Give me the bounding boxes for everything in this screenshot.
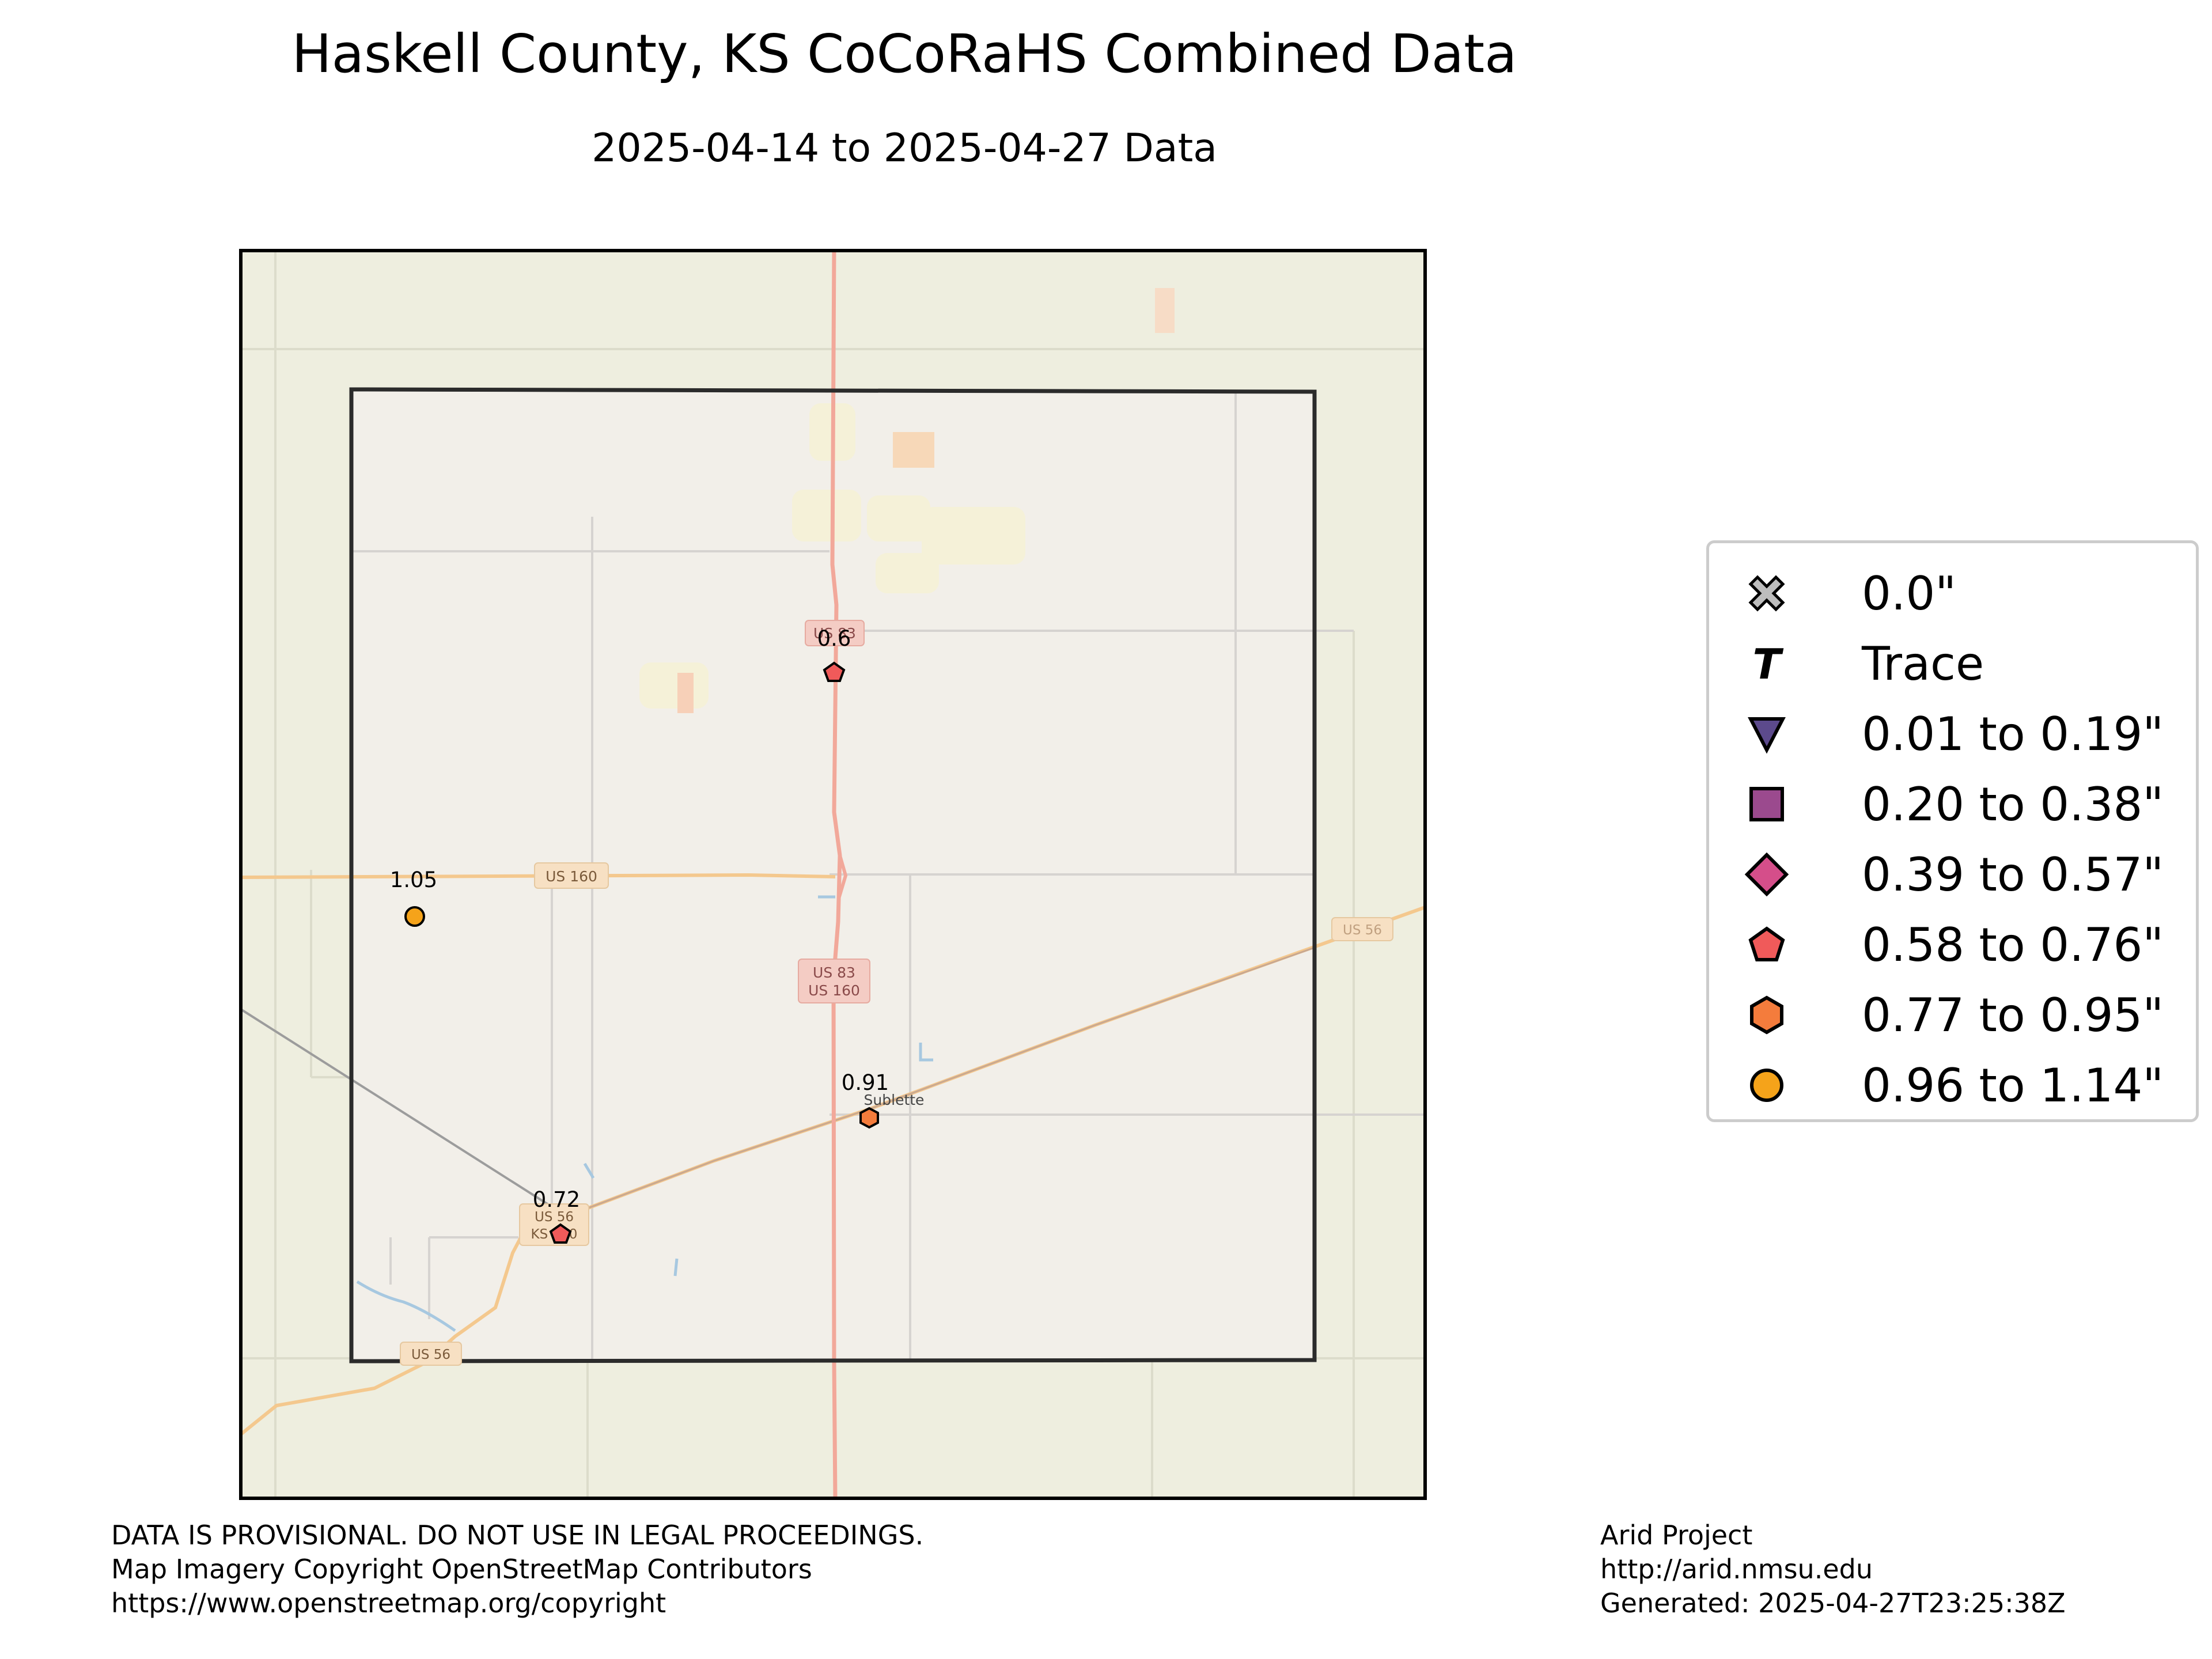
urban-patch	[1155, 288, 1175, 333]
urban-patch	[893, 432, 934, 468]
station-marker-0	[823, 661, 846, 682]
legend-label: 0.0"	[1862, 567, 1957, 620]
legend: 0.0" T Trace 0.01 to 0.19" 0.20 to 0.38"…	[1706, 540, 2199, 1122]
legend-label: 0.39 to 0.57"	[1862, 848, 2164, 902]
water-features	[356, 895, 933, 1332]
station-marker-2	[859, 1107, 879, 1129]
town-label-sublette: Sublette	[864, 1092, 925, 1108]
shield-us83-north: US 83	[805, 620, 865, 646]
legend-item-trace: T Trace	[1709, 628, 2196, 699]
station-marker-1	[404, 906, 425, 927]
station-value-label: 0.91	[842, 1070, 889, 1095]
urban-patch	[677, 673, 694, 713]
footer-line: Arid Project	[1600, 1520, 1753, 1551]
svg-text:US 56: US 56	[411, 1347, 450, 1362]
svg-text:US 160: US 160	[808, 982, 860, 999]
legend-label: Trace	[1862, 637, 1984, 691]
shield-us160-west: US 160	[534, 862, 609, 889]
railroad-line	[240, 1008, 553, 1208]
t-icon: T	[1752, 641, 1783, 687]
square-icon	[1749, 787, 1784, 821]
diamond-icon	[1744, 852, 1789, 897]
footer-line: Map Imagery Copyright OpenStreetMap Cont…	[111, 1554, 812, 1585]
svg-text:US 83: US 83	[813, 625, 856, 642]
footer-disclaimer: DATA IS PROVISIONAL. DO NOT USE IN LEGAL…	[111, 1518, 923, 1620]
shield-us56-south: US 56	[400, 1342, 462, 1366]
station-marker-3	[549, 1223, 572, 1244]
footer-line: Generated: 2025-04-27T23:25:38Z	[1600, 1588, 2066, 1619]
legend-label: 0.96 to 1.14"	[1862, 1059, 2164, 1112]
hexagon-icon	[1750, 995, 1783, 1035]
page-title: Haskell County, KS CoCoRaHS Combined Dat…	[291, 23, 1517, 85]
shield-us56-east: US 56	[1331, 917, 1393, 941]
circle-icon	[1750, 1069, 1783, 1102]
legend-label: 0.20 to 0.38"	[1862, 778, 2164, 831]
triangle-down-icon	[1748, 717, 1786, 754]
legend-item-0-77: 0.77 to 0.95"	[1709, 980, 2196, 1050]
station-value-label: 0.72	[533, 1187, 580, 1212]
footer-credits: Arid Project http://arid.nmsu.edu Generate…	[1600, 1518, 2066, 1620]
road-us160	[240, 873, 836, 879]
legend-item-0-58: 0.58 to 0.76"	[1709, 910, 2196, 980]
legend-item-0-01: 0.01 to 0.19"	[1709, 699, 2196, 769]
svg-text:US 83: US 83	[813, 964, 855, 981]
footer-link[interactable]: https://www.openstreetmap.org/copyright	[111, 1588, 666, 1619]
footer-link[interactable]: http://arid.nmsu.edu	[1600, 1554, 1873, 1585]
road-us83-interchange	[837, 855, 848, 899]
svg-text:US 160: US 160	[546, 868, 597, 885]
legend-label: 0.77 to 0.95"	[1862, 988, 2164, 1042]
legend-label: 0.01 to 0.19"	[1862, 707, 2164, 761]
legend-item-zero: 0.0"	[1709, 558, 2196, 628]
legend-label: 0.58 to 0.76"	[1862, 918, 2164, 972]
legend-item-0-20: 0.20 to 0.38"	[1709, 769, 2196, 839]
svg-text:T: T	[1752, 641, 1783, 687]
x-icon	[1748, 575, 1785, 612]
legend-item-0-96: 0.96 to 1.14"	[1709, 1050, 2196, 1120]
station-value-label: 1.05	[390, 868, 437, 892]
footer-line: DATA IS PROVISIONAL. DO NOT USE IN LEGAL…	[111, 1520, 924, 1551]
legend-item-0-39: 0.39 to 0.57"	[1709, 839, 2196, 910]
map-frame	[239, 249, 1427, 1500]
svg-text:US 56: US 56	[535, 1210, 574, 1225]
page-subtitle: 2025-04-14 to 2025-04-27 Data	[592, 126, 1217, 171]
station-value-label: 0.6	[817, 626, 851, 651]
shield-us83-us160: US 83 US 160	[798, 959, 870, 1003]
pentagon-icon	[1748, 926, 1785, 961]
section-roads	[351, 392, 1425, 1360]
county-border	[349, 387, 1317, 1363]
svg-text:US 56: US 56	[1343, 923, 1382, 938]
